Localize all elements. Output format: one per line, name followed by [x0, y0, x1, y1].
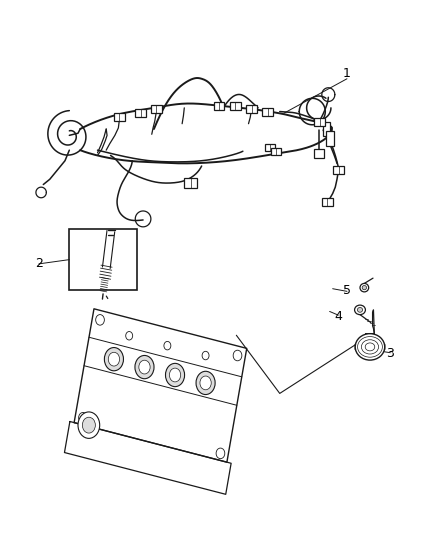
- Bar: [230, 102, 241, 110]
- Bar: [184, 178, 197, 188]
- Circle shape: [139, 360, 150, 374]
- Bar: [246, 105, 257, 113]
- Bar: [214, 102, 224, 110]
- Circle shape: [108, 352, 120, 366]
- Bar: [135, 109, 146, 117]
- Circle shape: [95, 314, 104, 325]
- Circle shape: [166, 364, 184, 386]
- Ellipse shape: [355, 334, 385, 360]
- Circle shape: [78, 413, 87, 423]
- Bar: [314, 149, 324, 158]
- Bar: [69, 230, 137, 290]
- Circle shape: [216, 448, 225, 459]
- Circle shape: [202, 351, 209, 360]
- Bar: [326, 131, 333, 146]
- Text: 2: 2: [35, 257, 43, 270]
- Circle shape: [164, 342, 171, 350]
- Bar: [323, 122, 331, 136]
- Circle shape: [126, 332, 133, 340]
- Bar: [314, 118, 325, 126]
- Circle shape: [196, 372, 215, 394]
- Bar: [262, 108, 273, 116]
- Circle shape: [135, 356, 154, 379]
- Circle shape: [82, 417, 95, 433]
- Bar: [322, 198, 333, 206]
- Bar: [333, 166, 344, 174]
- Circle shape: [104, 348, 124, 371]
- Text: 3: 3: [386, 348, 394, 360]
- Circle shape: [233, 350, 242, 361]
- Bar: [151, 105, 162, 113]
- Text: 5: 5: [343, 284, 351, 297]
- Bar: [272, 148, 281, 155]
- Bar: [265, 144, 275, 151]
- Circle shape: [170, 368, 180, 382]
- Circle shape: [200, 376, 211, 390]
- Ellipse shape: [355, 305, 365, 314]
- Ellipse shape: [360, 284, 369, 292]
- Bar: [114, 114, 125, 122]
- Text: 1: 1: [343, 67, 351, 80]
- Ellipse shape: [357, 308, 363, 312]
- Ellipse shape: [362, 286, 367, 290]
- Text: 4: 4: [334, 310, 342, 323]
- Circle shape: [78, 412, 100, 438]
